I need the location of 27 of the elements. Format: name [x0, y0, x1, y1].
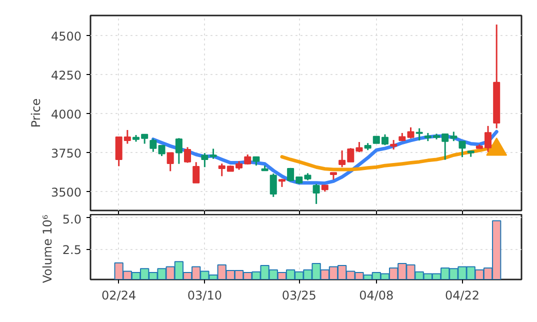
x-tick-label: 04/22: [444, 288, 480, 302]
candlestick: [184, 146, 192, 164]
y-axis-title: Price: [28, 98, 43, 128]
candlestick: [201, 152, 208, 168]
y-tick-label: 2.5: [62, 242, 82, 257]
y-tick-label: 4500: [50, 29, 82, 44]
candlestick: [270, 172, 277, 198]
y-tick-label: 4250: [50, 68, 82, 82]
y-tick-label: 4000: [50, 107, 82, 122]
x-tick-label: 02/24: [102, 288, 136, 302]
candlestick: [416, 128, 423, 142]
candlestick: [458, 140, 466, 158]
candlestick: [166, 152, 174, 172]
candlestick: [192, 161, 200, 184]
y-axis-title: Volume 10⁶: [40, 214, 54, 284]
x-tick-label: 04/08: [359, 288, 394, 302]
candlestick: [175, 137, 182, 165]
candlestick: [312, 183, 320, 205]
x-tick-label: 03/25: [282, 288, 316, 302]
candlestick: [210, 148, 217, 160]
candlestick: [390, 139, 398, 150]
y-tick-label: 5.0: [62, 212, 82, 226]
y-tick-label: 3500: [50, 185, 82, 200]
candlestick: [158, 144, 166, 157]
x-tick-label: 03/10: [187, 288, 222, 302]
candlestick: [150, 138, 157, 153]
y-tick-label: 3750: [50, 146, 82, 160]
